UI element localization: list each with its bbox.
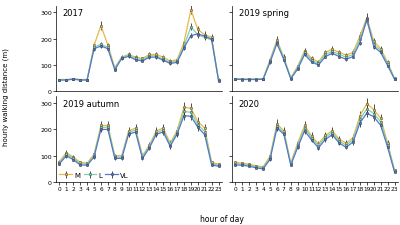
Legend: M, L, VL: M, L, VL bbox=[60, 172, 129, 178]
Text: 2017: 2017 bbox=[63, 9, 84, 18]
Text: 2020: 2020 bbox=[239, 100, 260, 109]
Text: 2019 autumn: 2019 autumn bbox=[63, 100, 119, 109]
Text: hour of day: hour of day bbox=[200, 214, 244, 223]
Text: 2019 spring: 2019 spring bbox=[239, 9, 289, 18]
Text: hourly walking distance (m): hourly walking distance (m) bbox=[3, 48, 9, 146]
